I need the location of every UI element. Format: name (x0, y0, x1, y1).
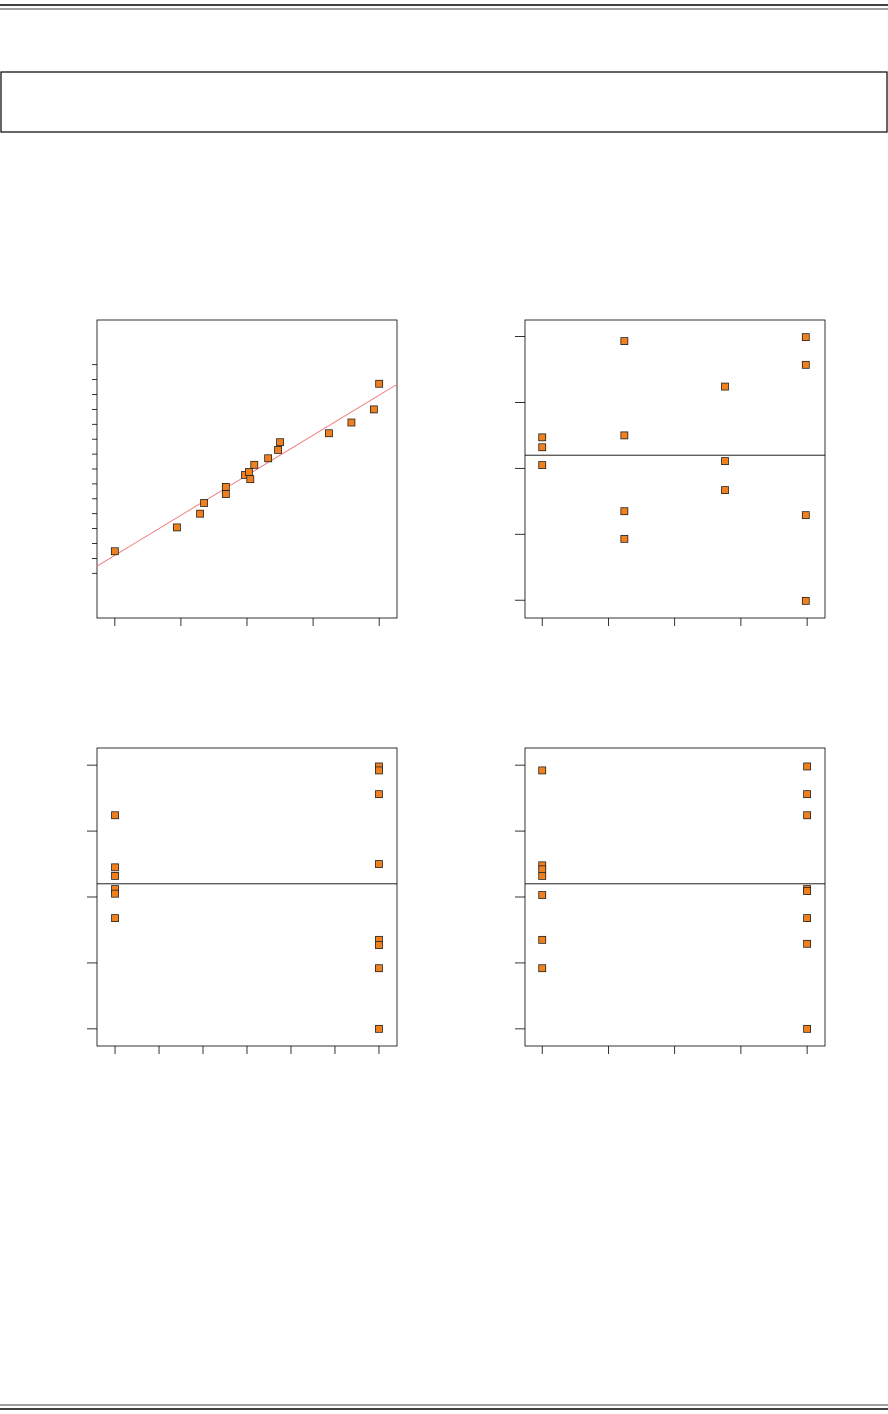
point (325, 429, 333, 438)
point (538, 443, 547, 452)
point (538, 461, 547, 469)
point (538, 935, 547, 944)
point (801, 596, 810, 605)
point (173, 523, 181, 532)
point (801, 360, 810, 369)
point (111, 889, 119, 898)
point (803, 887, 812, 895)
point (196, 509, 204, 518)
point (375, 941, 383, 950)
point (347, 418, 356, 427)
point (276, 438, 284, 447)
point (111, 872, 119, 880)
point (375, 766, 383, 775)
point (274, 446, 282, 454)
point (264, 454, 273, 463)
point (538, 872, 547, 880)
point (221, 490, 230, 498)
point (803, 1024, 812, 1033)
point (111, 914, 119, 922)
point (801, 511, 810, 520)
point (803, 790, 812, 799)
point (200, 499, 208, 507)
point (375, 790, 383, 799)
point (246, 475, 255, 484)
point (721, 382, 729, 391)
point (803, 914, 812, 922)
point (111, 863, 119, 872)
point (620, 337, 629, 345)
point (221, 482, 230, 491)
point (250, 460, 259, 469)
point (620, 507, 629, 516)
point (245, 468, 253, 476)
point (620, 534, 629, 543)
point (538, 964, 547, 973)
point (538, 865, 547, 874)
point (803, 811, 812, 820)
point (801, 333, 810, 342)
point (803, 939, 812, 948)
point (375, 964, 383, 973)
point (375, 860, 383, 868)
point (620, 431, 629, 440)
point (538, 891, 547, 899)
point (538, 433, 547, 442)
plot-frame (96, 747, 398, 1047)
point (538, 766, 547, 775)
point (110, 547, 119, 556)
point (375, 379, 384, 388)
point (803, 762, 812, 771)
point (375, 1024, 383, 1033)
plot-frame (524, 319, 826, 619)
point (111, 811, 119, 820)
point (721, 457, 729, 465)
point (369, 405, 378, 414)
header-box (0, 71, 888, 133)
point (721, 486, 729, 494)
plot-frame (524, 747, 826, 1047)
